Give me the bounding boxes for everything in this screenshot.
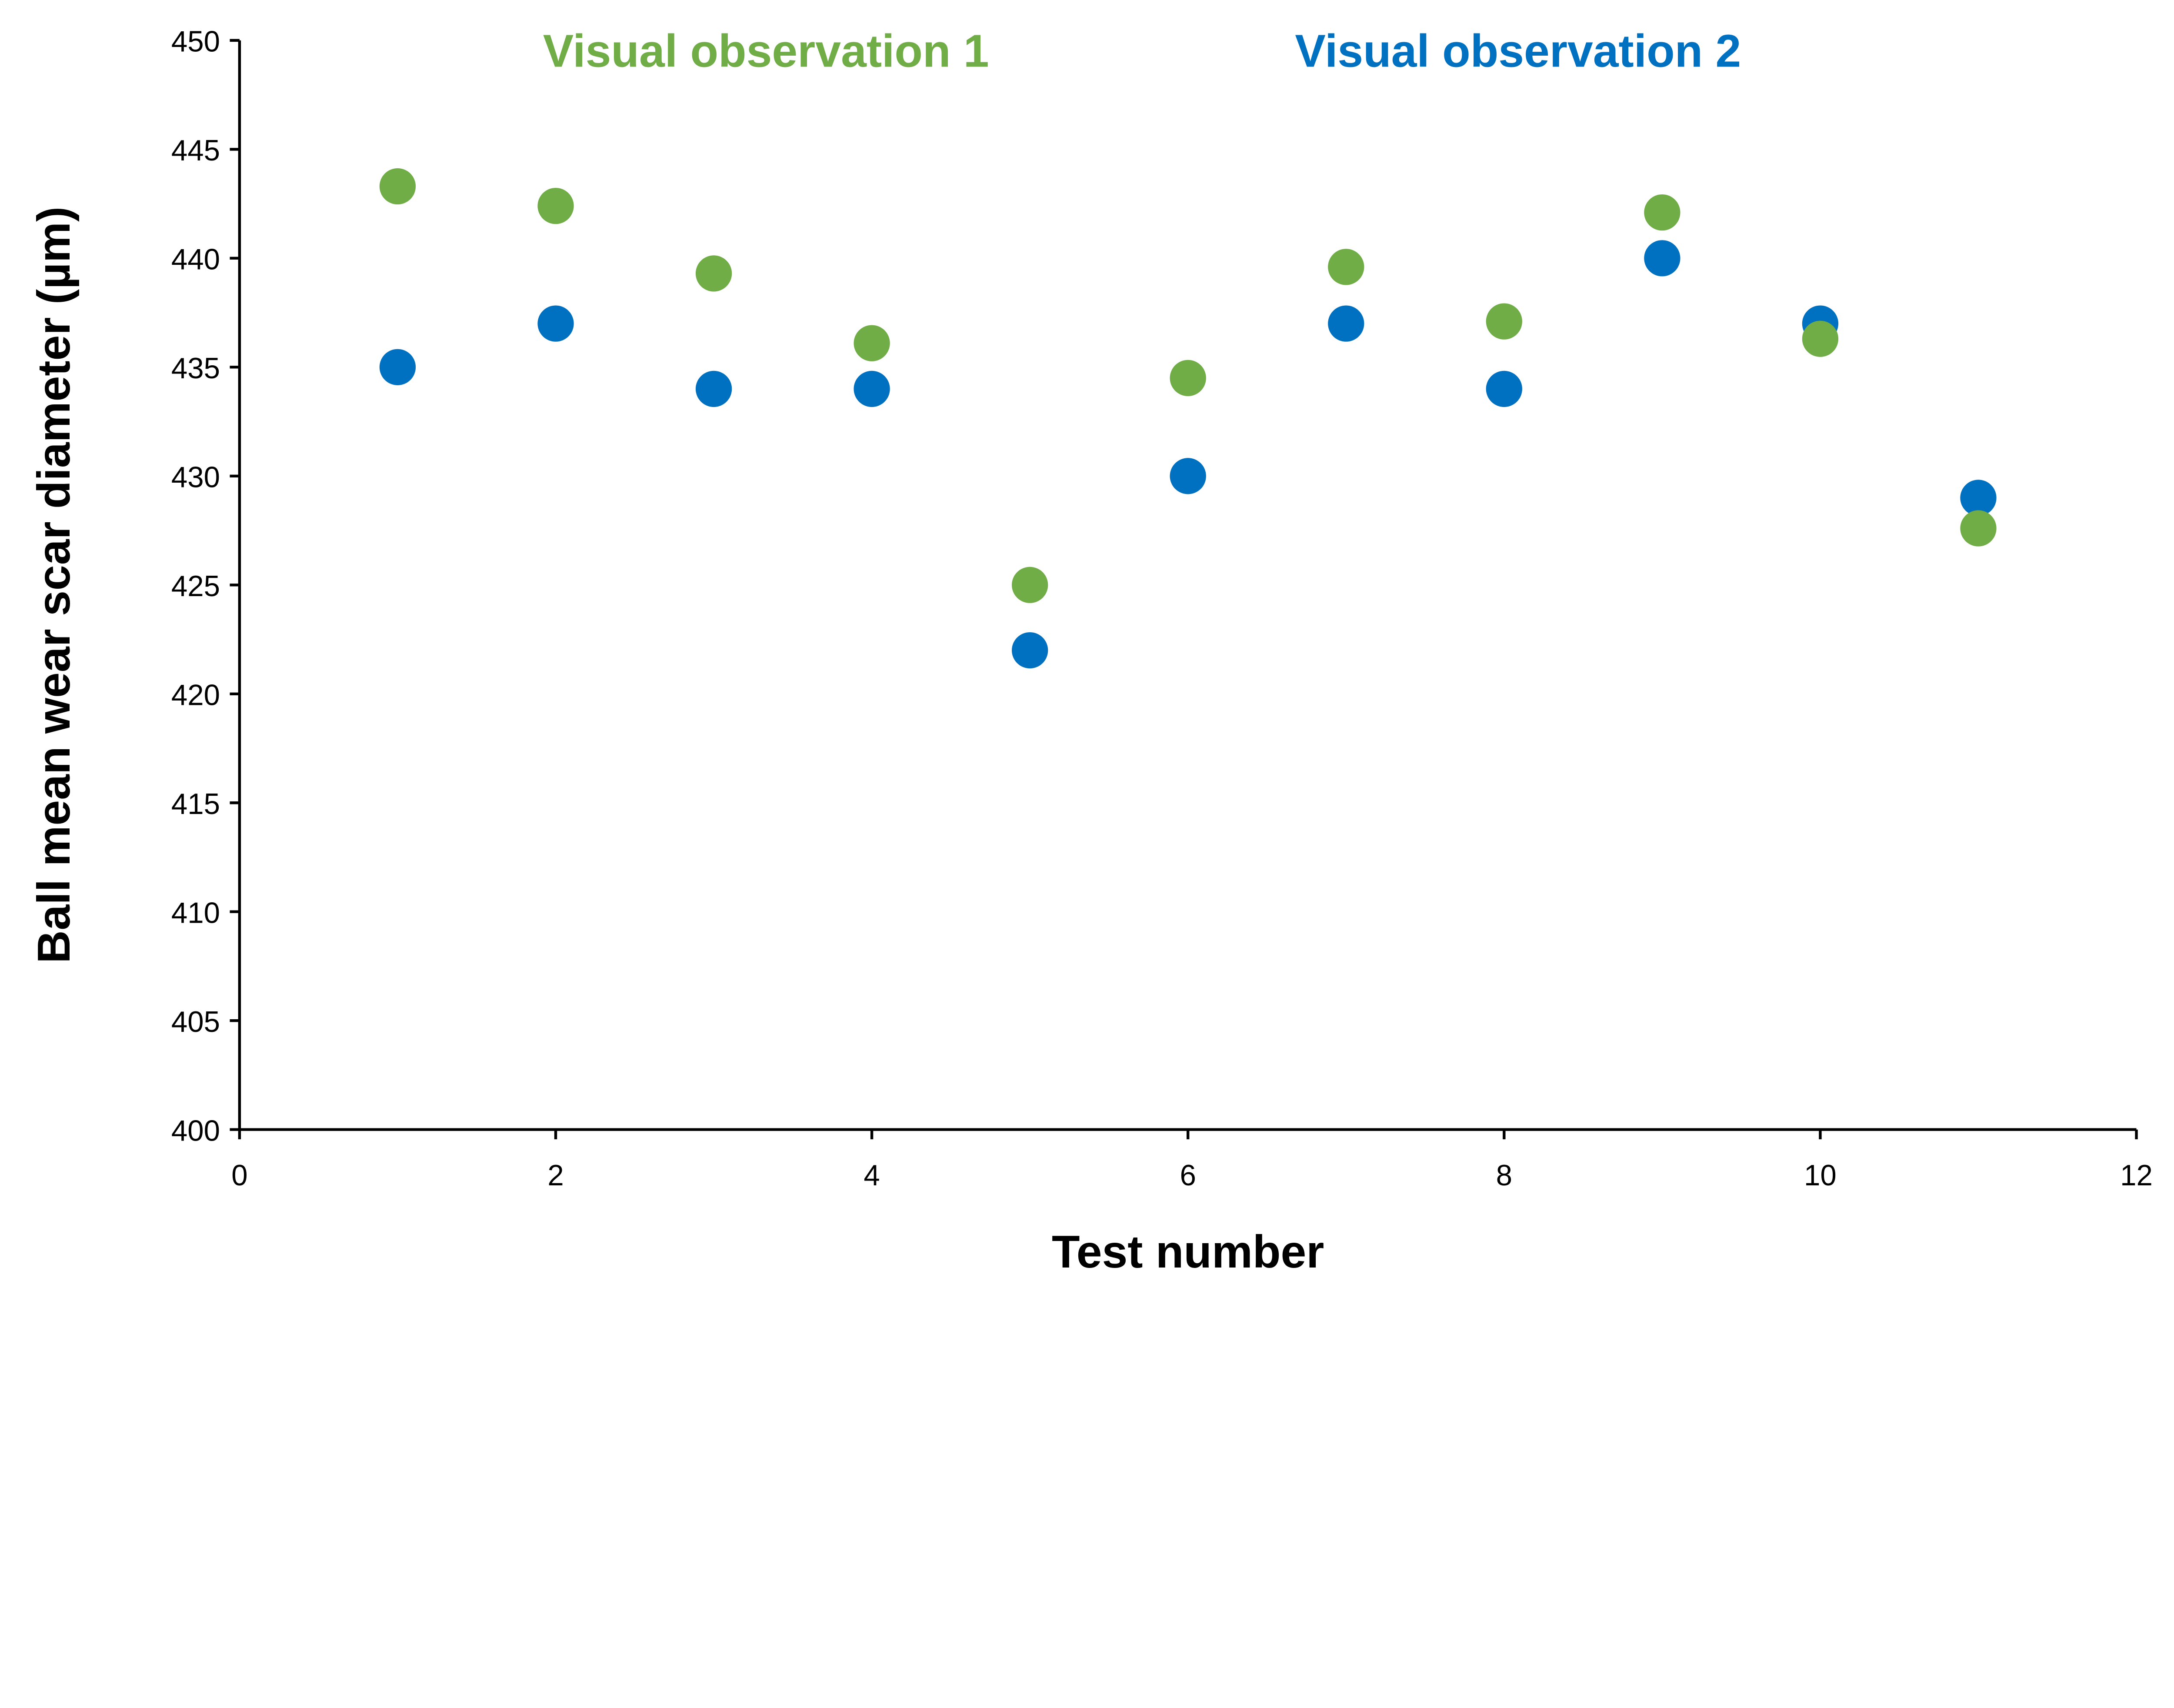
axes: 400 405 410 415 420 425 430 435 440 445 450 0 2 4 6 8 10… bbox=[171, 26, 2153, 1192]
x-tick-label: 12 bbox=[2120, 1159, 2153, 1192]
scatter-chart: 400 405 410 415 420 425 430 435 440 445 450 0 2 4 6 8 10… bbox=[28, 26, 2153, 1278]
x-tick-label: 6 bbox=[1180, 1159, 1196, 1192]
y-tick-label: 430 bbox=[171, 461, 220, 494]
x-tick-label: 8 bbox=[1496, 1159, 1512, 1192]
data-point-series-2 bbox=[1960, 480, 1997, 516]
legend-series-2: Visual observation 2 bbox=[1295, 26, 1741, 77]
x-tick-label: 0 bbox=[231, 1159, 247, 1192]
data-point-series-2 bbox=[537, 305, 574, 342]
data-point-series-1 bbox=[537, 187, 574, 224]
data-point-series-2 bbox=[1486, 370, 1522, 407]
y-tick-label: 440 bbox=[171, 243, 220, 276]
y-tick-label: 400 bbox=[171, 1114, 220, 1147]
data-point-series-1 bbox=[695, 255, 732, 292]
data-point-series-2 bbox=[1644, 240, 1681, 277]
y-tick-label: 410 bbox=[171, 897, 220, 929]
data-point-series-2 bbox=[854, 370, 890, 407]
y-tick-label: 445 bbox=[171, 134, 220, 167]
data-point-series-1 bbox=[1644, 194, 1681, 231]
x-tick-label: 2 bbox=[547, 1159, 564, 1192]
data-point-series-1 bbox=[1012, 567, 1048, 603]
x-tick-label: 4 bbox=[864, 1159, 880, 1192]
y-tick-label: 420 bbox=[171, 679, 220, 711]
x-tick-label: 10 bbox=[1804, 1159, 1837, 1192]
chart-container: 400 405 410 415 420 425 430 435 440 445 450 0 2 4 6 8 10… bbox=[28, 26, 2153, 1278]
data-point-series-2 bbox=[1012, 632, 1048, 669]
data-point-series-1 bbox=[1802, 320, 1839, 357]
y-tick-label: 405 bbox=[171, 1006, 220, 1038]
data-point-series-1 bbox=[1170, 360, 1206, 397]
data-point-series-1 bbox=[854, 325, 890, 361]
data-points bbox=[379, 168, 1997, 669]
data-point-series-2 bbox=[1170, 458, 1206, 494]
y-tick-label: 435 bbox=[171, 352, 220, 385]
data-point-series-1 bbox=[1328, 249, 1364, 285]
data-point-series-2 bbox=[1328, 305, 1364, 342]
data-point-series-2 bbox=[379, 349, 416, 385]
data-point-series-2 bbox=[695, 370, 732, 407]
data-point-series-1 bbox=[1960, 510, 1997, 547]
y-tick-label: 450 bbox=[171, 26, 220, 58]
data-point-series-1 bbox=[379, 168, 416, 205]
y-tick-label: 415 bbox=[171, 788, 220, 821]
y-axis-title: Ball mean wear scar diameter (µm) bbox=[28, 207, 80, 964]
legend-series-1: Visual observation 1 bbox=[543, 26, 989, 77]
x-axis-title: Test number bbox=[1052, 1226, 1324, 1278]
data-point-series-1 bbox=[1486, 303, 1522, 340]
y-tick-label: 425 bbox=[171, 570, 220, 603]
